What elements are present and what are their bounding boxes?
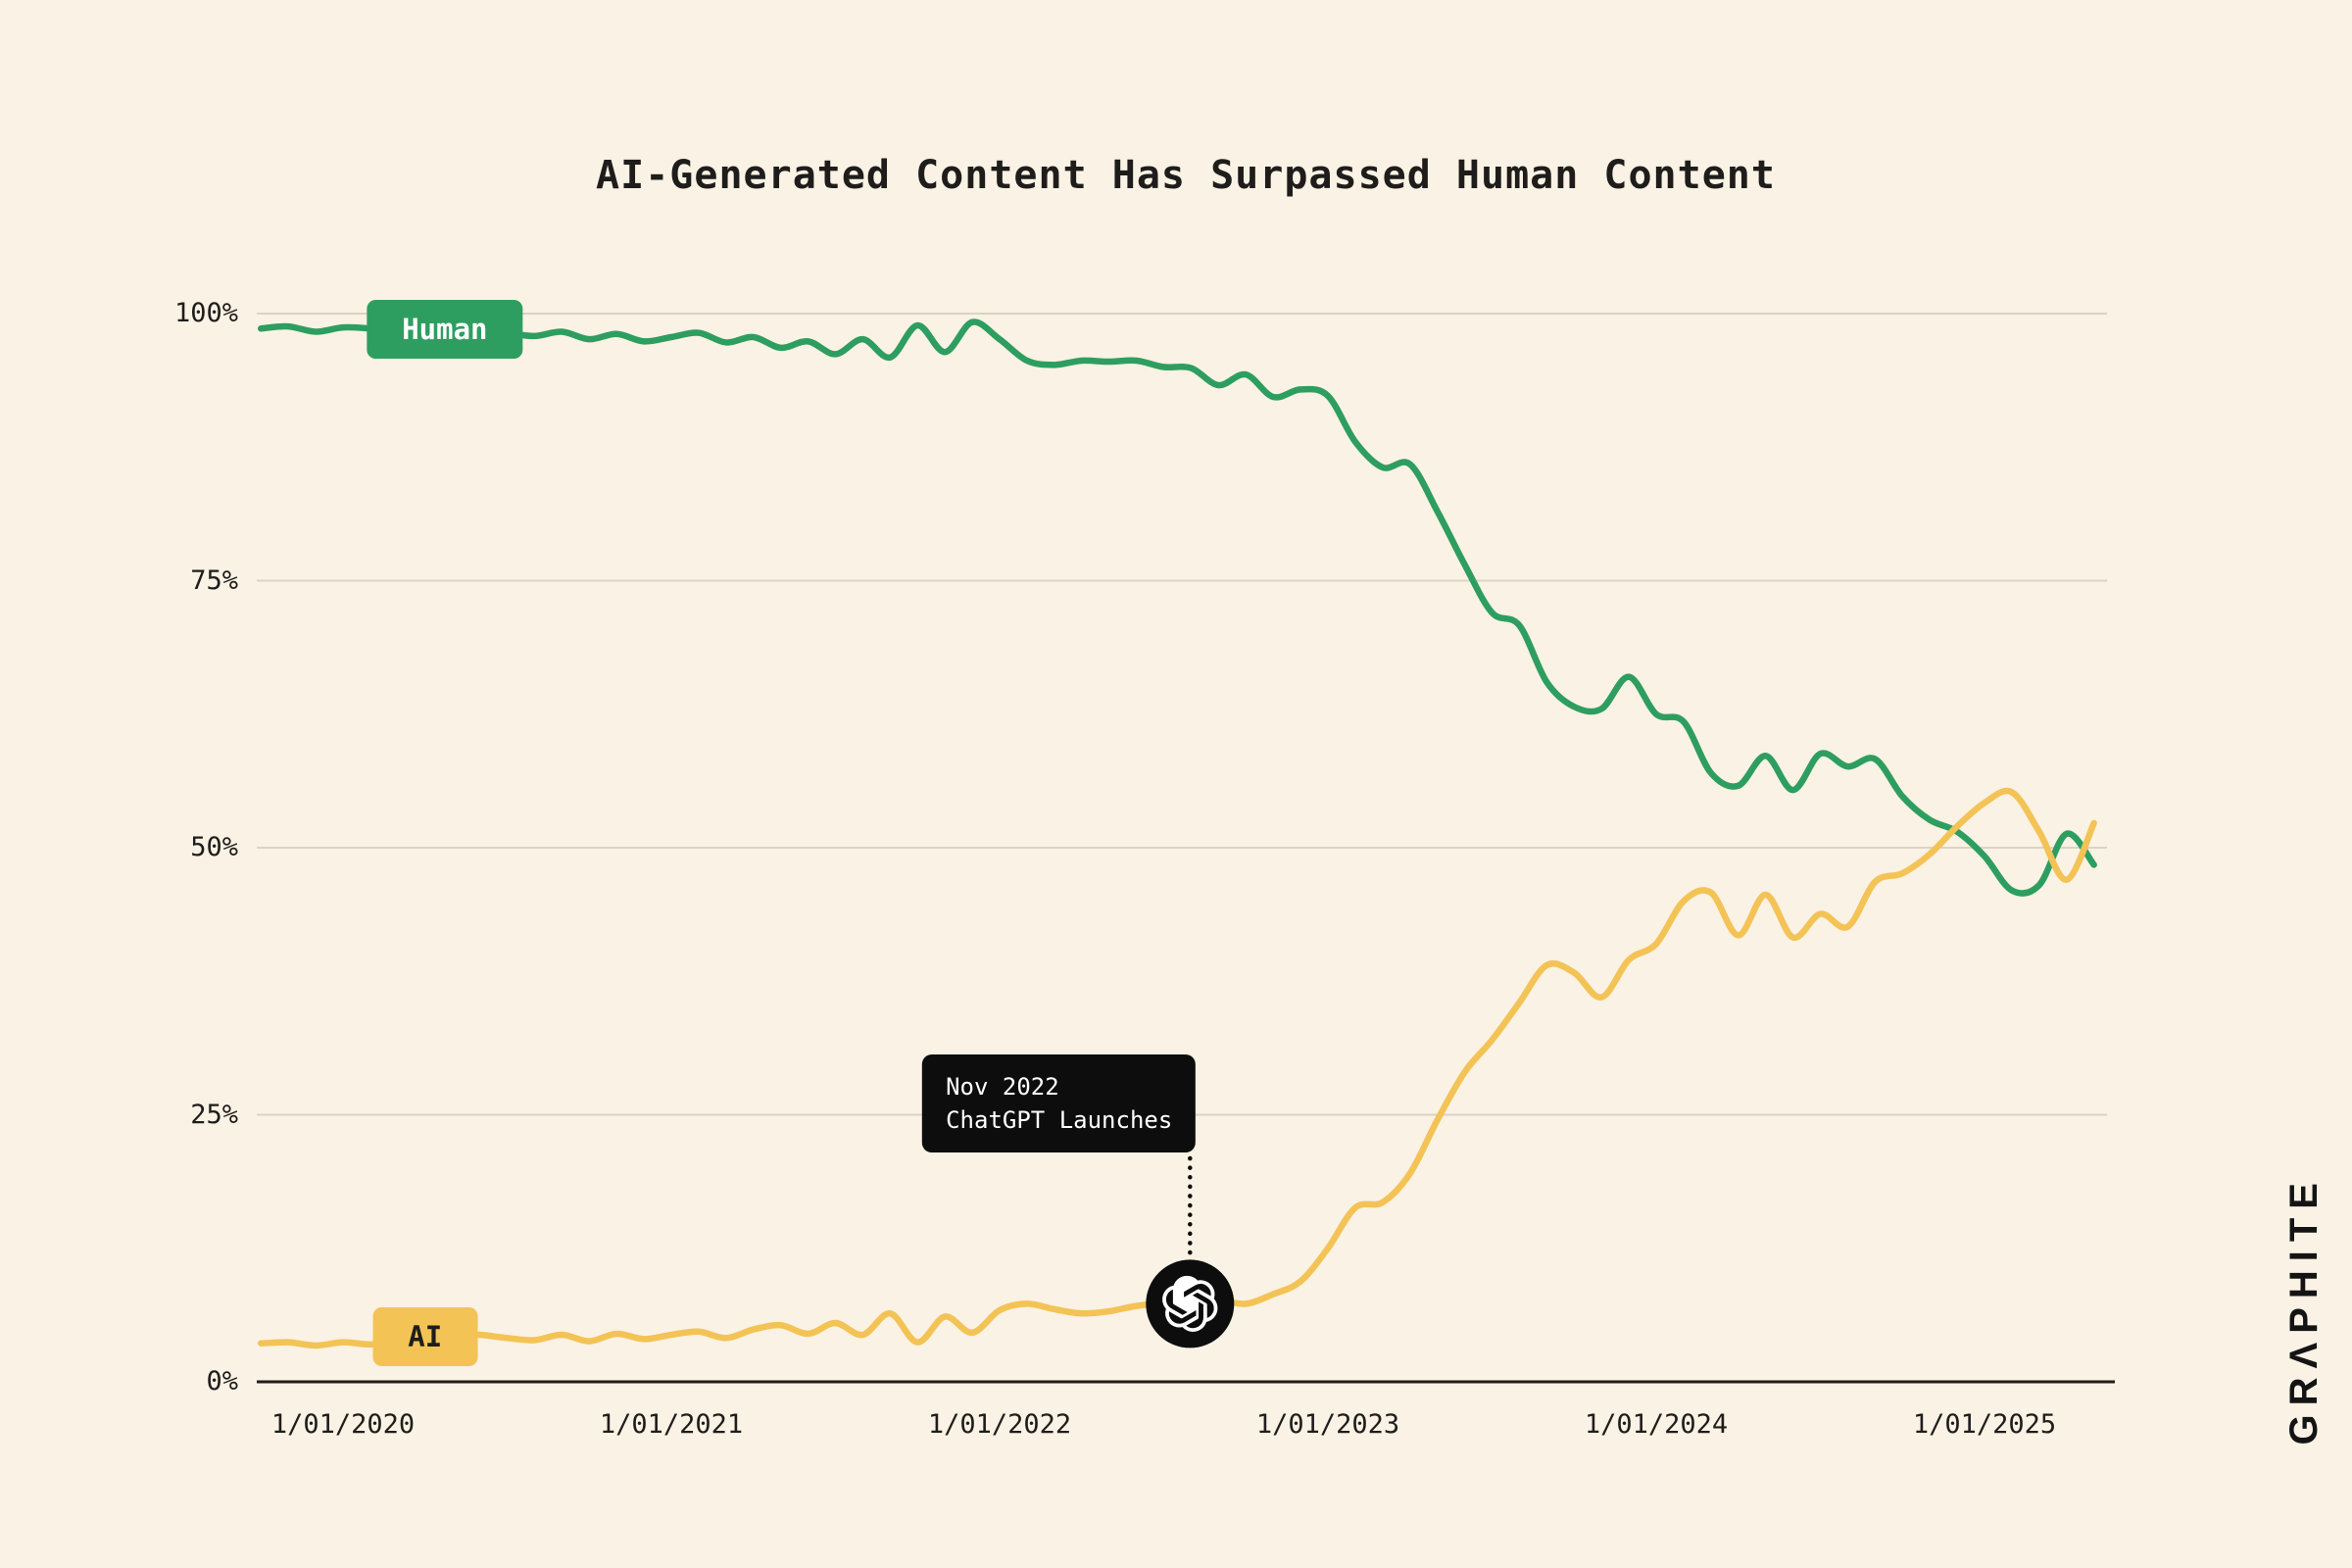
y-tick-label: 0%: [206, 1366, 238, 1396]
ai-series-label: AI: [372, 1307, 478, 1367]
x-tick-label: 1/01/2024: [1584, 1409, 1729, 1440]
tooltip-line-2: ChatGPT Launches: [946, 1106, 1173, 1134]
chatgpt-launch-tooltip: Nov 2022 ChatGPT Launches: [922, 1054, 1197, 1152]
y-tick-label: 50%: [190, 832, 238, 862]
x-tick-label: 1/01/2022: [927, 1409, 1072, 1440]
y-tick-label: 100%: [173, 298, 238, 328]
chart-title: AI-Generated Content Has Surpassed Human…: [596, 153, 1776, 198]
graphite-logo: GRΛPHITE: [2282, 1173, 2326, 1445]
y-tick-label: 75%: [190, 564, 238, 596]
x-tick-label: 1/01/2025: [1912, 1409, 2057, 1440]
x-tick-label: 1/01/2023: [1255, 1409, 1400, 1440]
human-series-label: Human: [367, 300, 523, 360]
openai-logo-icon: [1162, 1275, 1218, 1332]
human-series-label-text: Human: [402, 313, 488, 347]
human-line: [258, 318, 2097, 897]
x-tick-label: 1/01/2021: [599, 1409, 744, 1440]
ai-series-label-text: AI: [408, 1320, 443, 1354]
tooltip-line-1: Nov 2022: [946, 1073, 1059, 1101]
x-tick-label: 1/01/2020: [270, 1409, 416, 1440]
chatgpt-marker: [1146, 1259, 1235, 1348]
gridlines: [257, 313, 2115, 1384]
y-tick-label: 25%: [190, 1099, 238, 1130]
